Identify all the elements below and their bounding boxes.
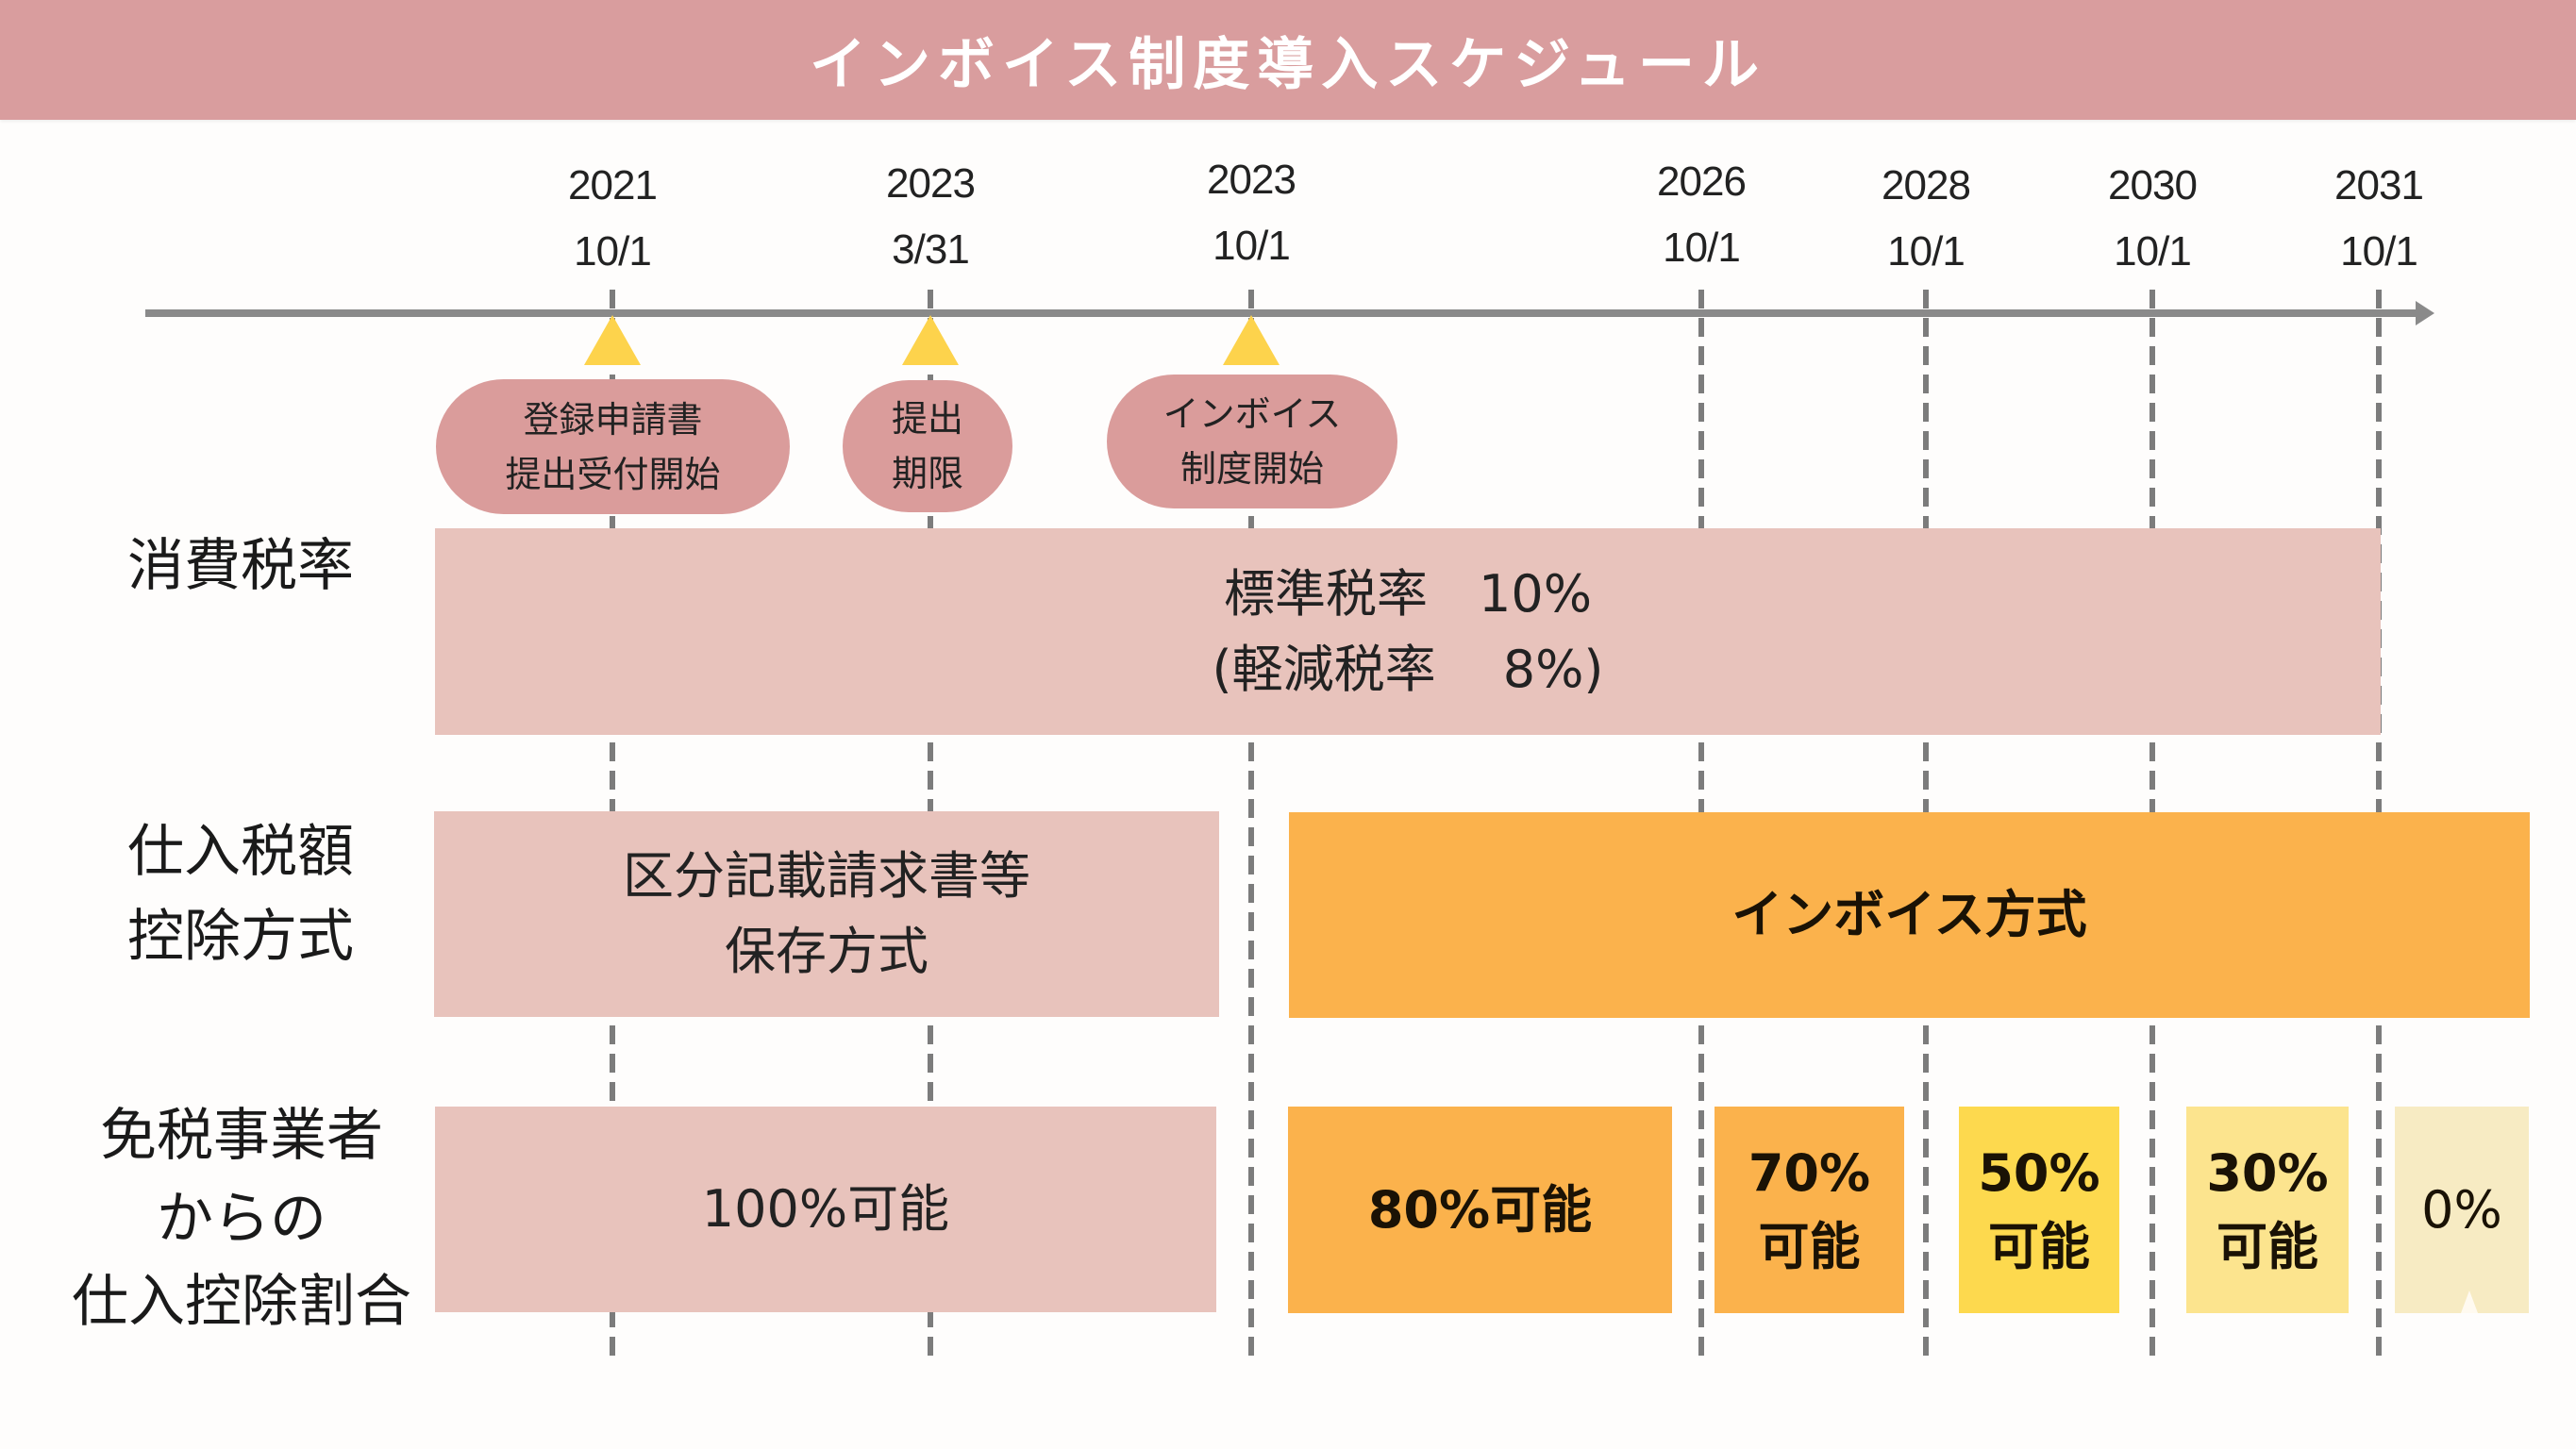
date-line-2023-10-1 — [1248, 290, 1254, 1365]
bar-text: 保存方式 — [725, 922, 928, 981]
milestone-text: 期限 — [891, 453, 963, 494]
milestone-registration-start: 登録申請書 提出受付開始 — [436, 379, 790, 514]
milestone-text: 制度開始 — [1179, 448, 1324, 490]
milestone-marker-icon — [1223, 315, 1280, 365]
segment-text: 70% — [1748, 1142, 1871, 1203]
invoice-method-bar: インボイス方式 — [1289, 812, 2530, 1018]
page-title: インボイス制度導入スケジュール — [810, 32, 1766, 98]
date-label-2028-10-1: 2028 10/1 — [1832, 153, 2020, 285]
date-label-2023-3-31: 2023 3/31 — [836, 151, 1025, 283]
timeline-axis — [145, 309, 2421, 317]
day-text: 10/1 — [574, 228, 652, 275]
row-label-deduction-method: 仕入税額 控除方式 — [94, 809, 387, 979]
ratio-segment-70: 70% 可能 — [1715, 1107, 1904, 1313]
milestone-marker-icon — [584, 315, 641, 365]
label-line: 免税事業者 — [100, 1103, 383, 1169]
segment-text: 0% — [2421, 1179, 2502, 1240]
milestone-text: 登録申請書 — [523, 398, 703, 441]
milestone-marker-icon — [902, 315, 959, 365]
consumption-tax-bar: 標準税率 10% (軽減税率 8%) — [435, 528, 2381, 735]
year-text: 2023 — [1207, 157, 1296, 203]
day-text: 10/1 — [1887, 228, 1965, 275]
notch-icon — [2461, 1291, 2478, 1313]
bar-text: 区分記載請求書等 — [623, 846, 1030, 906]
bar-text: インボイス方式 — [1731, 885, 2087, 944]
ratio-segment-50: 50% 可能 — [1959, 1107, 2119, 1313]
milestone-text: 提出受付開始 — [505, 453, 721, 495]
row-label-exempt-ratio: 免税事業者 からの 仕入控除割合 — [38, 1094, 445, 1343]
day-text: 10/1 — [1213, 223, 1291, 269]
segment-text: 可能 — [1758, 1216, 1861, 1276]
date-label-2030-10-1: 2030 10/1 — [2058, 153, 2247, 285]
segment-text: 80%可能 — [1367, 1179, 1593, 1240]
classified-invoice-method-bar: 区分記載請求書等 保存方式 — [434, 811, 1219, 1017]
ratio-segment-100: 100%可能 — [435, 1107, 1216, 1312]
label-line: からの — [157, 1186, 326, 1252]
segment-text: 可能 — [1988, 1216, 2090, 1276]
date-label-2031-10-1: 2031 10/1 — [2284, 153, 2473, 285]
ratio-segment-30: 30% 可能 — [2186, 1107, 2349, 1313]
date-label-2023-10-1: 2023 10/1 — [1157, 147, 1346, 279]
day-text: 3/31 — [892, 226, 970, 273]
year-text: 2023 — [886, 160, 976, 207]
year-text: 2021 — [568, 162, 658, 208]
day-text: 10/1 — [2340, 228, 2418, 275]
label-line: 控除方式 — [127, 904, 354, 970]
standard-rate-text: 標準税率 10% — [1223, 563, 1593, 624]
milestone-text: インボイス — [1163, 393, 1342, 435]
segment-text: 30% — [2206, 1142, 2329, 1203]
year-text: 2030 — [2108, 162, 2198, 208]
segment-text: 100%可能 — [701, 1179, 950, 1239]
year-text: 2031 — [2334, 162, 2424, 208]
day-text: 10/1 — [2114, 228, 2192, 275]
axis-arrow-icon — [2416, 301, 2434, 325]
date-label-2021-10-1: 2021 10/1 — [518, 153, 707, 285]
row-label-consumption-tax: 消費税率 — [127, 533, 354, 599]
date-label-2026-10-1: 2026 10/1 — [1607, 149, 1796, 281]
header-banner: インボイス制度導入スケジュール — [0, 0, 2576, 120]
day-text: 10/1 — [1663, 225, 1741, 271]
reduced-rate-text: (軽減税率 8%) — [1212, 639, 1604, 699]
milestone-text: 提出 — [891, 398, 963, 440]
segment-text: 50% — [1978, 1142, 2100, 1203]
ratio-segment-80: 80%可能 — [1288, 1107, 1672, 1313]
milestone-invoice-start: インボイス 制度開始 — [1107, 375, 1397, 508]
year-text: 2026 — [1657, 158, 1747, 205]
ratio-segment-0: 0% — [2395, 1107, 2529, 1313]
segment-text: 可能 — [2216, 1216, 2318, 1276]
label-line: 仕入税額 — [127, 819, 354, 885]
milestone-submission-deadline: 提出 期限 — [843, 380, 1012, 512]
year-text: 2028 — [1882, 162, 1971, 208]
label-line: 仕入控除割合 — [72, 1269, 411, 1335]
